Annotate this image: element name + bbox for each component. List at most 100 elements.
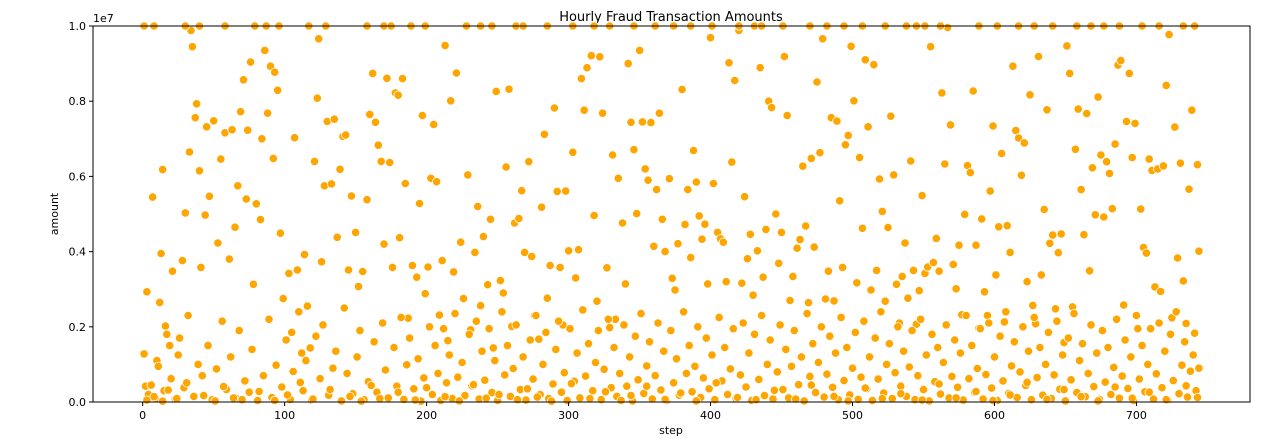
data-point [545, 260, 555, 271]
data-point [441, 378, 452, 388]
data-point [329, 114, 339, 124]
y-tick-label: 0.4 [69, 246, 87, 259]
data-point [815, 148, 825, 158]
data-point [495, 275, 505, 286]
data-point [701, 333, 711, 343]
data-point [925, 42, 936, 52]
data-point [678, 307, 689, 317]
data-point [786, 361, 797, 371]
data-point [624, 352, 635, 362]
data-point [998, 376, 1008, 386]
data-point [246, 57, 256, 67]
data-point [368, 68, 378, 79]
data-point [646, 118, 656, 128]
data-point [139, 349, 149, 359]
data-point [842, 342, 852, 353]
data-point [884, 339, 895, 349]
data-point [657, 214, 667, 224]
data-point [918, 384, 929, 395]
data-point [258, 371, 268, 381]
data-point [504, 84, 514, 94]
data-point [952, 382, 963, 392]
data-point [795, 235, 805, 245]
data-point [900, 238, 910, 248]
data-point [666, 325, 676, 336]
data-point [227, 125, 237, 135]
data-point [730, 75, 740, 86]
data-point [670, 285, 680, 295]
data-point [808, 339, 818, 349]
data-point [528, 374, 538, 384]
y-tick-label: 0.8 [69, 95, 87, 108]
data-point [863, 122, 873, 132]
data-point [219, 381, 229, 392]
data-point [806, 153, 816, 163]
data-point [305, 343, 315, 353]
data-point [1127, 393, 1137, 403]
data-point [829, 391, 839, 401]
data-point [549, 103, 560, 113]
data-point [1079, 230, 1089, 240]
data-point [975, 324, 985, 334]
data-point [708, 178, 719, 189]
data-point [189, 391, 199, 401]
data-point [289, 133, 300, 143]
data-point [572, 348, 582, 358]
data-point [483, 280, 493, 290]
data-point [512, 395, 523, 405]
data-point [444, 350, 454, 360]
data-point [281, 335, 291, 345]
data-point [1194, 363, 1204, 373]
data-point [1127, 153, 1137, 163]
data-point [373, 140, 383, 150]
data-point [686, 253, 696, 263]
data-point [843, 396, 853, 406]
data-point [867, 395, 878, 406]
data-point [197, 371, 207, 381]
data-point [165, 340, 175, 351]
data-point [1165, 329, 1176, 339]
data-point [1032, 372, 1042, 383]
x-tick-label: 200 [416, 409, 437, 422]
data-point [582, 63, 592, 73]
data-point [429, 119, 439, 130]
data-point [431, 177, 442, 187]
data-point [1053, 248, 1063, 258]
data-point [264, 314, 274, 324]
data-point [413, 354, 423, 364]
data-point [955, 348, 966, 358]
data-point [335, 164, 345, 174]
data-point [985, 186, 995, 196]
data-point [1060, 396, 1071, 406]
data-point [1076, 392, 1086, 402]
data-point [1185, 366, 1196, 376]
data-point [754, 374, 764, 384]
data-point [561, 186, 571, 196]
data-point [538, 359, 548, 369]
data-point [819, 392, 829, 402]
data-point [192, 99, 202, 109]
data-point [524, 157, 534, 167]
data-point [226, 352, 236, 362]
data-point [792, 243, 802, 253]
data-point [332, 232, 342, 242]
data-point [986, 383, 997, 393]
data-point [451, 68, 461, 78]
data-point [640, 164, 650, 174]
data-point [796, 352, 807, 362]
data-point [931, 233, 941, 243]
data-point [1173, 253, 1183, 263]
data-point [676, 388, 686, 398]
data-point [288, 366, 298, 377]
data-point [397, 74, 408, 84]
data-point [874, 174, 885, 184]
data-point [1083, 368, 1093, 378]
data-point [443, 336, 453, 346]
data-point [382, 73, 392, 83]
data-point [700, 219, 710, 229]
data-point [522, 384, 533, 394]
data-point [749, 329, 760, 339]
x-tick-label: 300 [558, 409, 579, 422]
data-point [644, 337, 655, 347]
data-point [430, 340, 440, 351]
